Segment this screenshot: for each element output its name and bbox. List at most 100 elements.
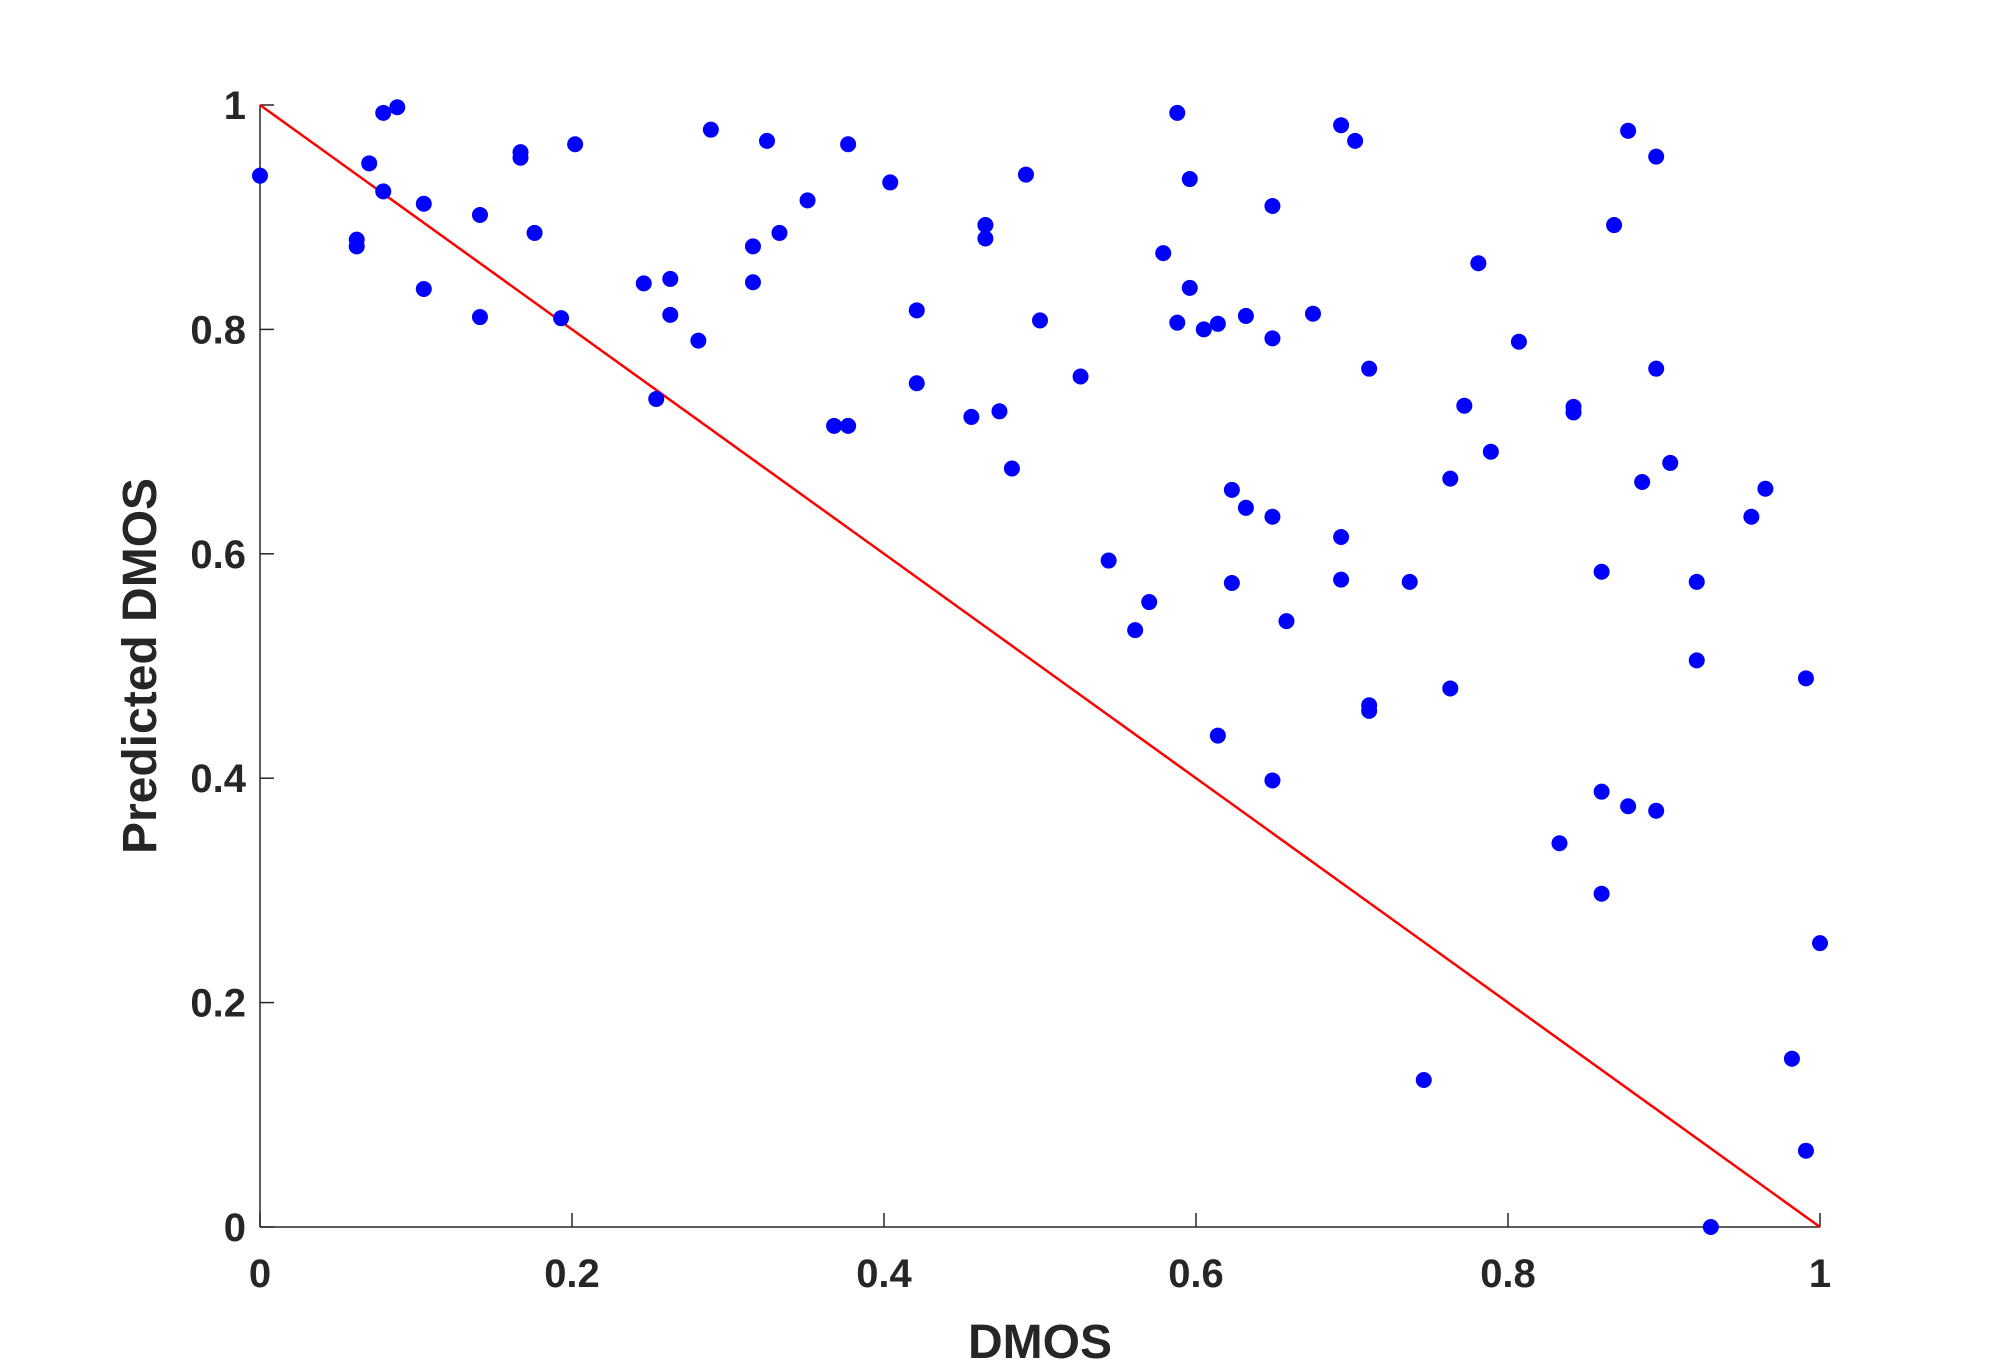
data-point: [1237, 307, 1254, 324]
data-point: [1181, 171, 1198, 188]
data-point: [840, 417, 857, 434]
data-point: [1305, 305, 1321, 322]
data-point: [1593, 885, 1610, 902]
x-tick-label: 0.2: [544, 1252, 600, 1296]
data-point: [1702, 1219, 1719, 1235]
data-point: [799, 192, 816, 209]
data-point: [1634, 473, 1651, 490]
data-point: [1333, 117, 1350, 134]
data-point: [415, 281, 432, 298]
data-point: [252, 167, 268, 184]
data-point: [1223, 574, 1240, 591]
data-point: [1783, 1050, 1800, 1067]
data-point: [1361, 360, 1378, 377]
data-point: [471, 309, 488, 326]
data-point: [771, 224, 788, 241]
data-point: [1757, 480, 1774, 497]
data-point: [1688, 652, 1705, 669]
y-tick-label: 0: [224, 1206, 246, 1250]
data-point: [1593, 563, 1610, 580]
data-point: [1209, 727, 1226, 744]
data-point: [1278, 613, 1295, 630]
data-point: [1593, 783, 1610, 800]
data-point: [1237, 499, 1254, 516]
data-point: [840, 136, 857, 153]
data-point: [662, 270, 679, 287]
data-point: [826, 417, 843, 434]
data-point: [1072, 368, 1089, 385]
data-point: [977, 217, 994, 234]
data-point: [1401, 573, 1418, 590]
data-point: [1620, 798, 1637, 815]
data-point: [1510, 333, 1527, 350]
data-point: [744, 238, 761, 255]
data-point: [882, 174, 899, 191]
data-point: [1100, 552, 1117, 569]
data-point: [991, 403, 1008, 420]
data-point: [744, 274, 761, 291]
data-point: [1648, 360, 1665, 377]
y-tick-label: 0.6: [190, 533, 246, 577]
data-point: [1347, 132, 1364, 149]
data-point: [1264, 330, 1281, 347]
data-point: [908, 375, 925, 392]
x-tick-label: 0.4: [856, 1252, 912, 1296]
data-point: [759, 132, 775, 149]
data-point: [375, 183, 392, 200]
x-tick-label: 1: [1809, 1252, 1831, 1296]
data-point: [1648, 148, 1665, 165]
x-tick-label: 0: [249, 1252, 271, 1296]
data-point: [375, 104, 392, 121]
y-tick-label: 0.8: [190, 308, 246, 352]
data-point: [389, 99, 406, 116]
data-point: [1141, 594, 1158, 611]
data-point: [1456, 397, 1473, 414]
data-point: [415, 195, 432, 212]
data-point: [1415, 1072, 1432, 1089]
data-point: [1264, 508, 1281, 525]
data-point: [1181, 279, 1198, 296]
data-point: [635, 275, 652, 292]
data-point: [1155, 245, 1172, 262]
data-point: [702, 121, 719, 138]
data-point: [1195, 321, 1212, 338]
data-point: [1648, 802, 1665, 819]
data-point: [1442, 470, 1459, 487]
data-point: [1662, 454, 1679, 471]
data-point: [1169, 314, 1186, 331]
data-point: [690, 332, 707, 349]
data-point: [1797, 1142, 1814, 1159]
y-axis-label: Predicted DMOS: [114, 478, 167, 854]
reference-line: [259, 103, 1821, 1229]
x-tick-label: 0.6: [1168, 1252, 1224, 1296]
data-points: [252, 99, 1828, 1235]
y-tick-label: 1: [224, 84, 246, 128]
data-point: [1003, 460, 1020, 477]
data-point: [1743, 508, 1760, 525]
data-point: [361, 155, 378, 172]
y-axis-ticks: 0 0.2 0.4 0.6 0.8 1: [190, 84, 274, 1250]
data-point: [526, 224, 543, 241]
data-point: [1032, 312, 1048, 329]
data-point: [1442, 680, 1459, 697]
data-point: [1333, 528, 1350, 545]
data-point: [1169, 104, 1186, 121]
data-point: [963, 408, 980, 425]
data-point: [1223, 481, 1240, 498]
x-axis-label: DMOS: [968, 1316, 1112, 1367]
data-point: [1333, 571, 1350, 588]
data-point: [512, 149, 529, 166]
data-point: [1565, 404, 1582, 421]
data-point: [908, 302, 925, 319]
y-tick-label: 0.2: [190, 982, 246, 1026]
data-point: [1361, 702, 1378, 719]
data-point: [1812, 935, 1828, 952]
data-point: [1470, 255, 1487, 272]
data-point: [1264, 772, 1281, 789]
data-point: [977, 230, 994, 247]
data-point: [1620, 122, 1637, 139]
y-tick-label: 0.4: [190, 757, 246, 801]
data-point: [662, 306, 679, 323]
data-point: [471, 206, 488, 223]
